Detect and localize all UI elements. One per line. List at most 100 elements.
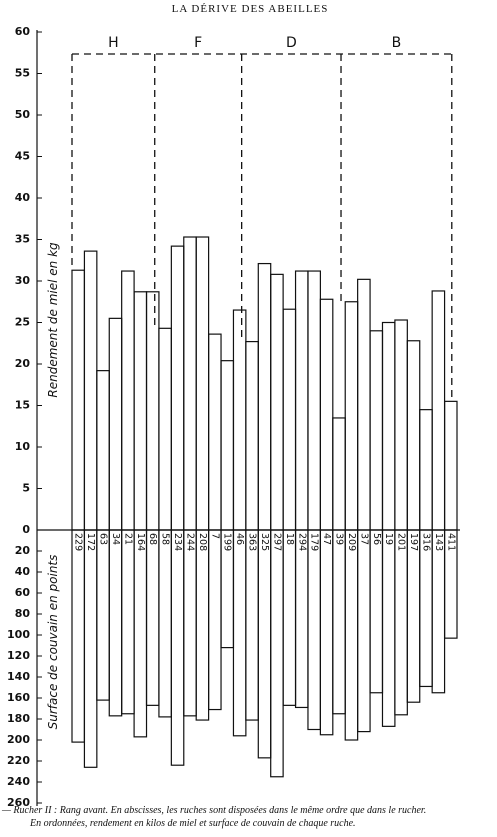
bar <box>344 301 359 531</box>
y-tick-label: 240 <box>7 775 30 788</box>
bar <box>282 529 297 706</box>
x-tick-label: 197 <box>408 533 419 551</box>
bar <box>232 309 247 531</box>
y-tick-label: 0 <box>22 523 30 536</box>
x-tick-label: 199 <box>222 533 233 551</box>
bar <box>307 270 321 531</box>
bar <box>431 529 446 694</box>
y-tick-label: 50 <box>15 108 31 121</box>
bar <box>419 409 433 531</box>
y-tick-label: 45 <box>15 150 30 163</box>
bar <box>344 529 359 741</box>
bar <box>307 529 321 731</box>
y-tick-label: 20 <box>15 544 31 557</box>
bar <box>71 529 86 743</box>
y-tick-label: 15 <box>15 399 30 412</box>
x-tick-label: 325 <box>259 533 270 551</box>
x-tick-label: 46 <box>234 533 245 545</box>
bar <box>381 529 396 727</box>
y-tick-label: 220 <box>7 754 30 767</box>
bar <box>319 529 334 736</box>
y-tick-label: 10 <box>15 440 31 453</box>
bar <box>83 250 98 531</box>
bar <box>232 529 247 737</box>
bar <box>71 269 86 531</box>
bar <box>108 317 123 531</box>
x-tick-label: 34 <box>110 533 121 545</box>
y-tick-label: 55 <box>15 67 30 80</box>
bar <box>369 330 384 531</box>
x-tick-label: 7 <box>209 533 220 539</box>
x-tick-label: 19 <box>383 533 394 545</box>
x-tick-label: 411 <box>445 533 456 551</box>
y-tick-label: 120 <box>7 649 30 662</box>
bar <box>133 529 148 738</box>
y-axis-label: Surface de couvain en points <box>46 555 60 730</box>
bar <box>170 529 185 766</box>
bar <box>183 236 197 531</box>
bar <box>357 529 371 733</box>
x-tick-label: 21 <box>122 533 133 545</box>
bar <box>158 327 172 531</box>
bar <box>257 529 272 759</box>
x-tick-label: 143 <box>433 533 444 551</box>
bar <box>158 529 172 718</box>
x-tick-label: 208 <box>197 533 208 551</box>
bar <box>83 529 98 768</box>
y-tick-label: 40 <box>15 191 31 204</box>
caption: En ordonnées, rendement en kilos de miel… <box>29 818 356 829</box>
y-tick-label: 35 <box>15 233 30 246</box>
bar <box>145 529 160 706</box>
bar <box>394 529 408 716</box>
bar <box>195 236 210 531</box>
bar <box>183 529 197 717</box>
bar <box>369 529 384 694</box>
x-tick-label: 68 <box>147 533 158 545</box>
group-label: H <box>108 35 119 51</box>
bar <box>96 370 110 531</box>
x-tick-label: 164 <box>135 533 146 551</box>
y-tick-label: 30 <box>15 274 31 287</box>
page-header: LA DÉRIVE DES ABEILLES <box>172 3 329 15</box>
bar <box>245 340 259 531</box>
y-tick-label: 180 <box>7 712 30 725</box>
bar <box>220 360 235 531</box>
bar <box>195 529 210 721</box>
y-tick-label: 20 <box>15 357 31 370</box>
bar <box>431 290 446 531</box>
x-tick-label: 209 <box>346 533 357 551</box>
bar <box>443 529 458 639</box>
bar <box>419 529 433 688</box>
group-label: D <box>286 35 297 51</box>
y-axis-label: Rendement de miel en kg <box>46 242 60 398</box>
x-tick-label: 179 <box>309 533 320 551</box>
x-tick-label: 363 <box>247 533 258 551</box>
x-tick-label: 229 <box>73 533 84 551</box>
x-tick-label: 172 <box>85 533 96 551</box>
bar <box>133 291 148 531</box>
bar <box>394 319 408 531</box>
bar <box>170 245 185 531</box>
bar <box>245 529 259 721</box>
x-tick-label: 234 <box>172 533 183 551</box>
bar <box>294 270 309 531</box>
x-tick-label: 294 <box>296 533 307 551</box>
bar <box>443 400 458 531</box>
bar <box>270 529 284 778</box>
y-tick-label: 5 <box>22 482 30 495</box>
y-tick-label: 80 <box>15 607 31 620</box>
bar <box>332 417 346 531</box>
bar <box>208 529 222 711</box>
y-tick-label: 60 <box>15 586 31 599</box>
bar <box>208 333 222 531</box>
y-tick-label: 25 <box>15 316 30 329</box>
y-tick-label: 160 <box>7 691 30 704</box>
x-tick-label: 316 <box>420 533 431 551</box>
x-tick-label: 201 <box>396 533 407 551</box>
bar <box>332 529 346 715</box>
bar <box>282 308 297 531</box>
bar <box>121 529 135 715</box>
bar <box>294 529 309 709</box>
y-tick-label: 140 <box>7 670 30 683</box>
